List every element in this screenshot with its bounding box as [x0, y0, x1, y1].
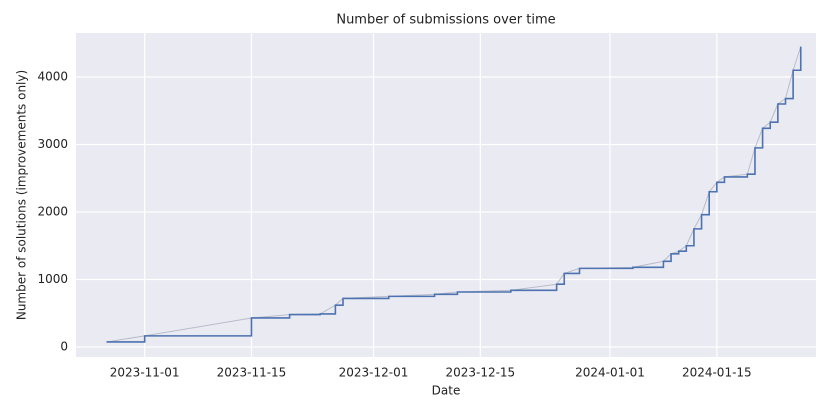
y-tick-label: 3000: [37, 137, 68, 151]
x-tick-label: 2023-12-15: [445, 366, 515, 380]
y-tick-label: 0: [60, 340, 68, 354]
x-tick-label: 2024-01-15: [682, 366, 752, 380]
connector-line: [106, 46, 802, 343]
y-tick-label: 1000: [37, 272, 68, 286]
x-axis-label: Date: [432, 384, 461, 398]
x-tick-label: 2023-11-01: [110, 366, 180, 380]
data-line: [106, 46, 802, 343]
y-axis-label: Number of solutions (improvements only): [15, 70, 29, 320]
chart-title: Number of submissions over time: [336, 13, 555, 28]
y-tick-label: 2000: [37, 205, 68, 219]
x-tick-label: 2023-11-15: [217, 366, 287, 380]
x-tick-label: 2023-12-01: [339, 366, 409, 380]
plot-background: [76, 33, 816, 357]
x-tick-label: 2024-01-01: [575, 366, 645, 380]
y-tick-label: 4000: [37, 70, 68, 84]
